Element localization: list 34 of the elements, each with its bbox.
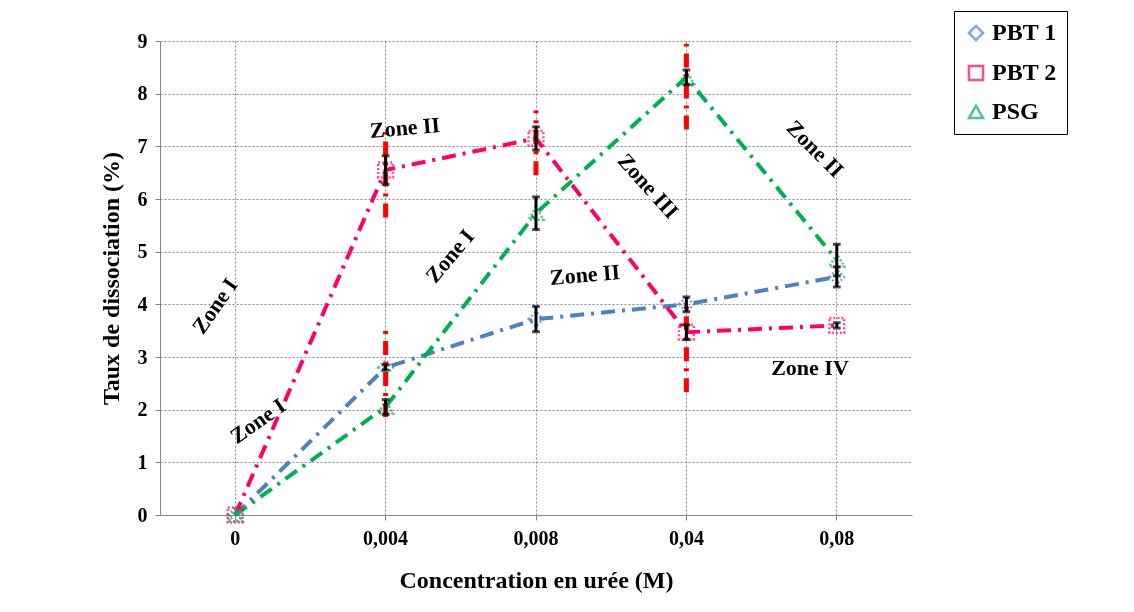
point	[376, 161, 395, 179]
point	[376, 399, 395, 415]
x-tick-label: 0,08	[819, 526, 855, 549]
point	[376, 358, 395, 377]
point	[828, 268, 846, 286]
point	[677, 295, 696, 313]
y-tick-label: 1	[137, 450, 148, 473]
point	[828, 316, 846, 335]
x-axis-title: Concentration en urée (M)	[399, 566, 674, 593]
legend-label: PBT 2	[992, 59, 1057, 85]
annotation: Zone II	[368, 111, 442, 144]
point	[677, 323, 696, 341]
x-tick-label: 0,008	[513, 526, 559, 549]
x-tick-label: 0,04	[668, 526, 704, 549]
y-tick-label: 2	[137, 398, 148, 421]
legend-label: PSG	[992, 98, 1040, 124]
y-tick-label: 6	[137, 187, 148, 210]
legend-label: PBT 1	[992, 19, 1057, 45]
y-tick-label: 3	[137, 345, 148, 368]
annotation: Zone II	[548, 258, 622, 291]
y-tick-label: 0	[137, 503, 148, 526]
point	[527, 205, 545, 221]
y-tick-label: 9	[137, 29, 148, 52]
x-tick-label: 0,004	[363, 526, 409, 549]
annotation: Zone I	[225, 392, 291, 449]
y-tick-label: 8	[137, 82, 148, 105]
point	[527, 310, 545, 328]
point	[527, 129, 545, 148]
x-tick-label: 0	[230, 526, 241, 549]
y-tick-label: 7	[137, 134, 148, 157]
y-axis-title: Taux de dissociation (%)	[97, 151, 124, 406]
y-tick-label: 4	[137, 292, 148, 315]
y-tick-label: 5	[137, 240, 148, 263]
annotation: Zone IV	[771, 355, 849, 380]
